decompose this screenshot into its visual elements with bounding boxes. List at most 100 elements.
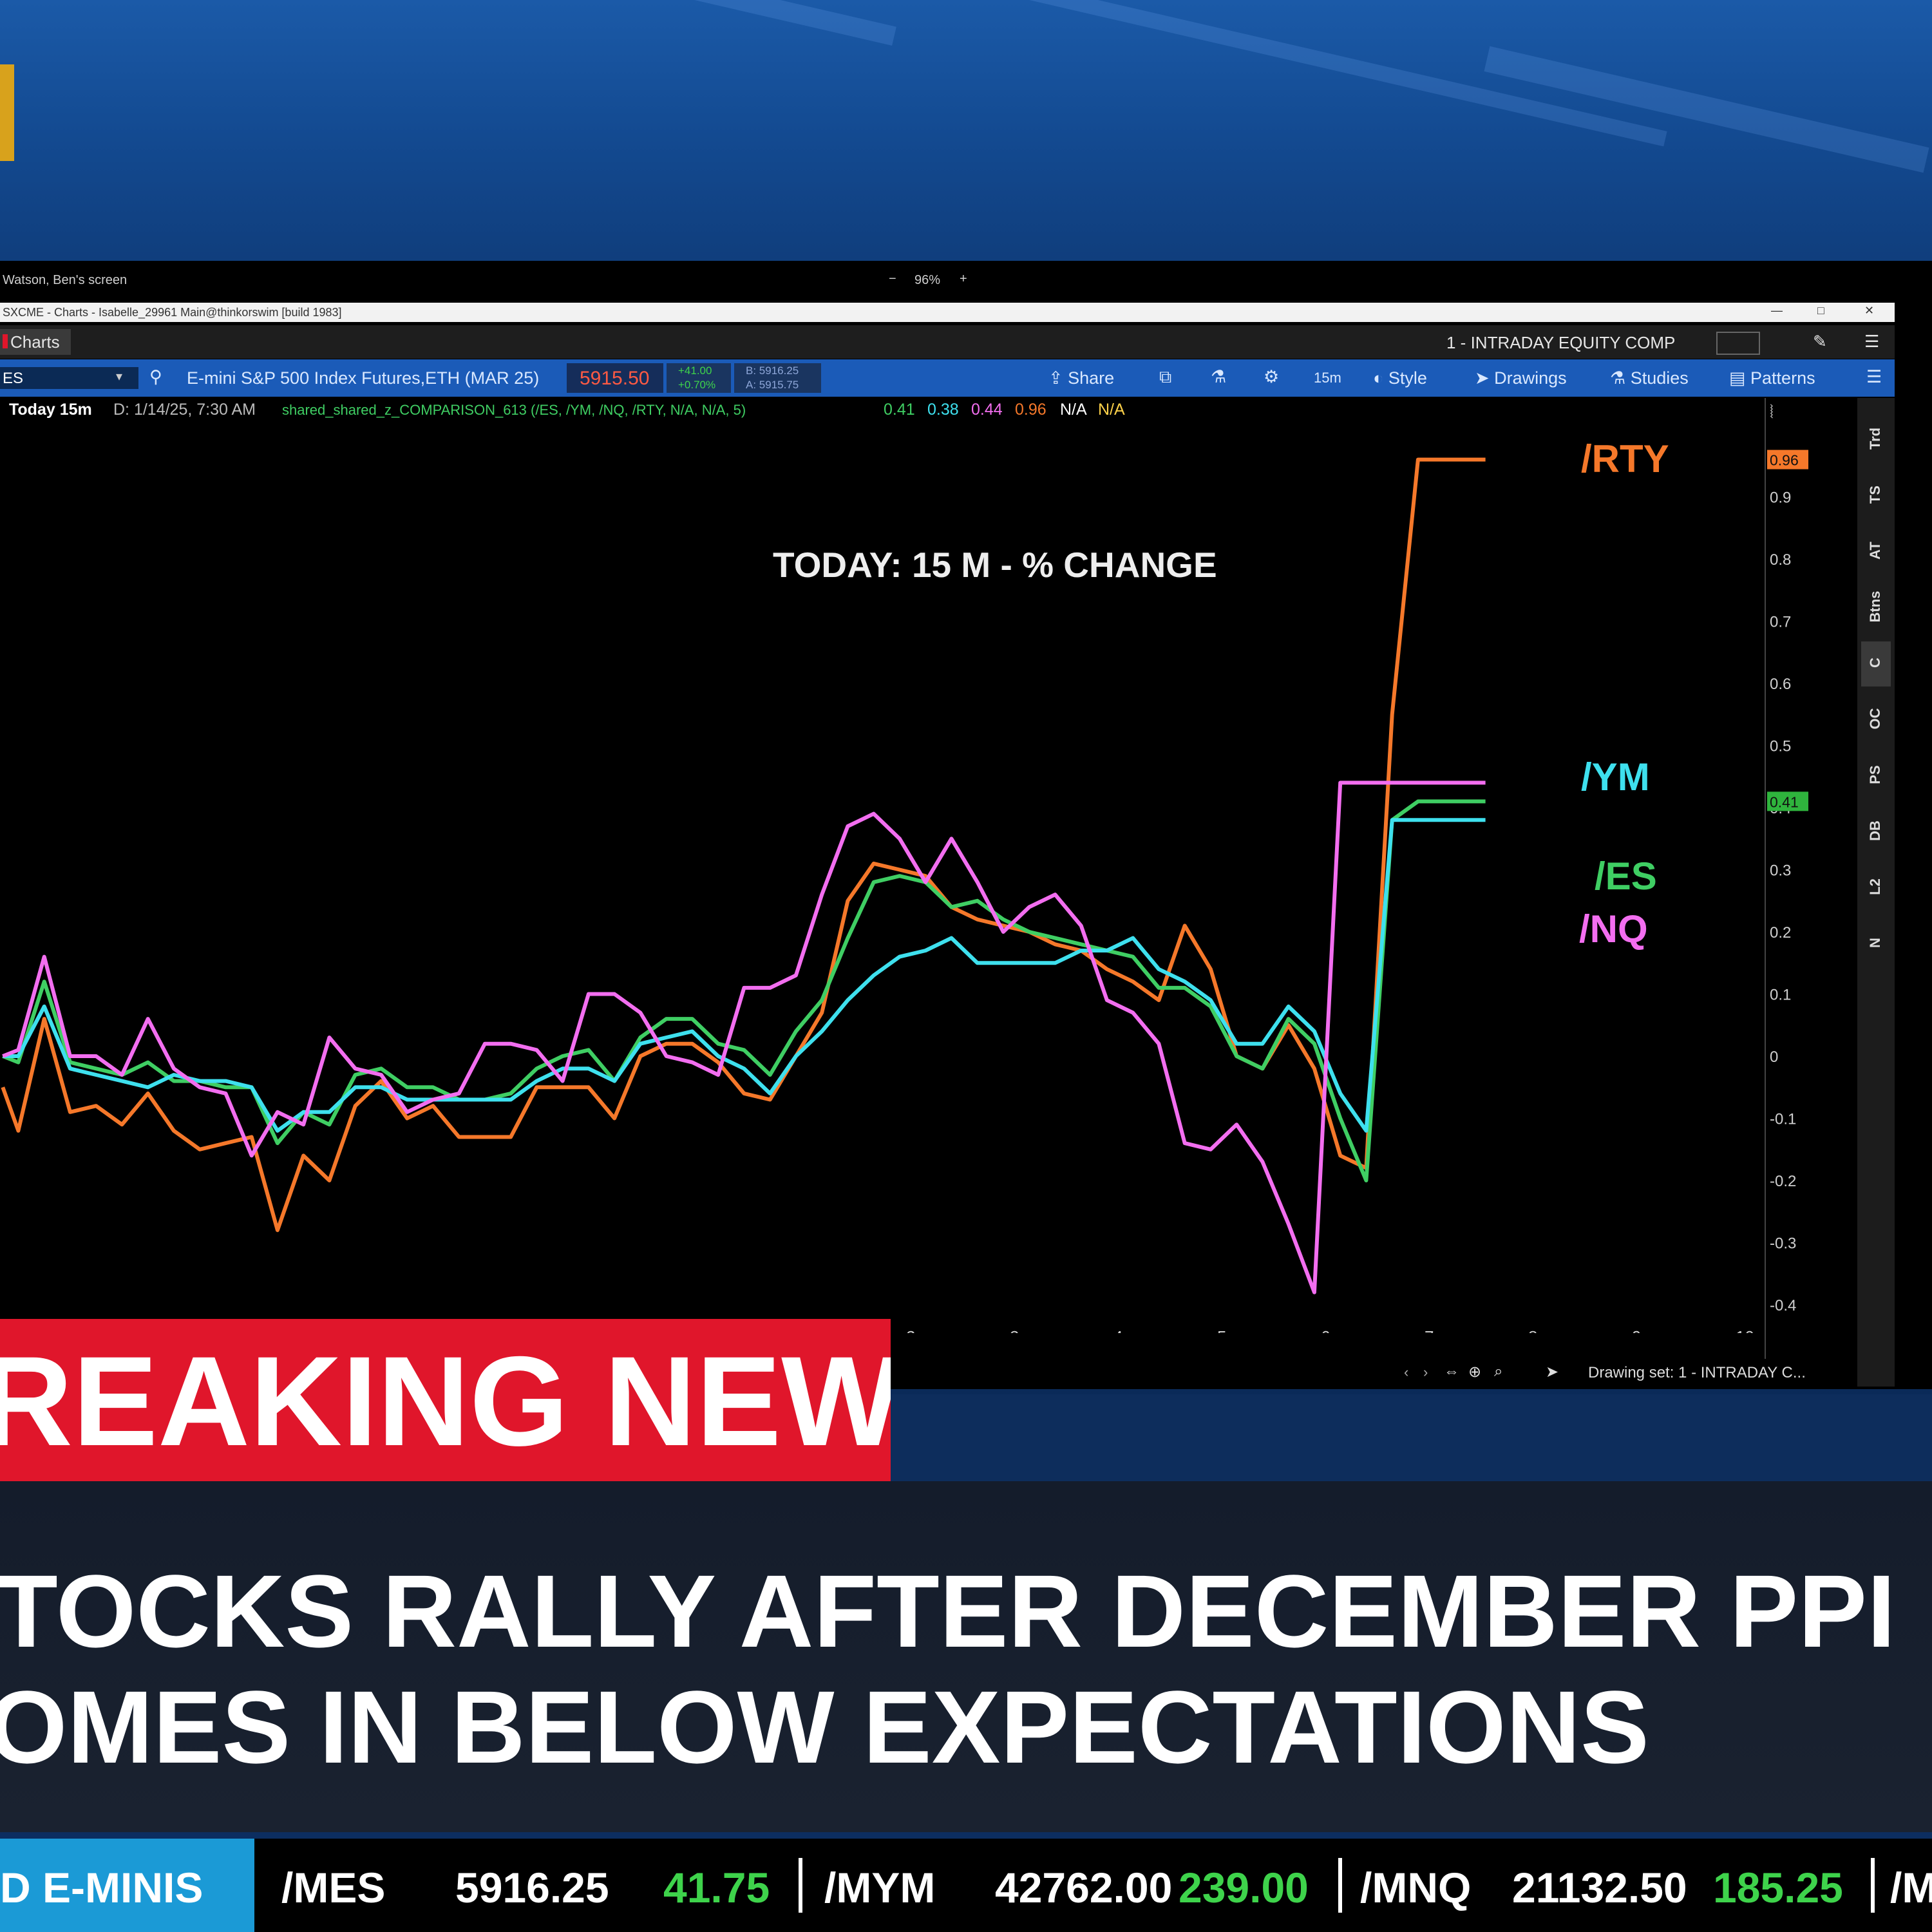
studies-button[interactable]: ⚗ Studies bbox=[1610, 368, 1689, 388]
chart-info-bar: Today 15m D: 1/14/25, 7:30 AM shared_sha… bbox=[0, 398, 1765, 424]
y-tick-label: 0.2 bbox=[1770, 924, 1791, 942]
patterns-button[interactable]: ▤ Patterns bbox=[1729, 368, 1815, 388]
side-tab-trd[interactable]: Trd bbox=[1861, 417, 1891, 462]
study-value-na-2: N/A bbox=[1098, 401, 1125, 419]
close-button[interactable]: ✕ bbox=[1864, 304, 1875, 317]
side-tab-db[interactable]: DB bbox=[1861, 810, 1891, 855]
menu-icon[interactable]: ☰ bbox=[1864, 332, 1880, 351]
study-value-es: 0.41 bbox=[884, 401, 915, 419]
expand-icon[interactable]: ⇔ bbox=[1444, 1363, 1459, 1380]
ticker-price: 42762.00 bbox=[995, 1864, 1173, 1911]
side-tab-l2[interactable]: L2 bbox=[1861, 866, 1891, 911]
y-tick-label: 0.5 bbox=[1770, 738, 1791, 755]
series-label-nq: /NQ bbox=[1579, 907, 1648, 951]
zoom-icon[interactable]: ⌕ bbox=[1494, 1363, 1503, 1380]
zoom-level: 96% bbox=[914, 273, 941, 287]
chevron-down-icon[interactable]: ▾ bbox=[116, 370, 123, 384]
side-tab-label: DB bbox=[1867, 820, 1883, 841]
maximize-button[interactable]: □ bbox=[1817, 304, 1824, 317]
cursor-icon: ➤ bbox=[1475, 368, 1490, 388]
headline-panel: TOCKS RALLY AFTER DECEMBER PPI OMES IN B… bbox=[0, 1481, 1932, 1832]
series-line-ym bbox=[3, 818, 1486, 1133]
series-label-es: /ES bbox=[1595, 855, 1657, 898]
share-icon: ⇪ bbox=[1048, 368, 1063, 388]
side-tab-label: Trd bbox=[1867, 427, 1883, 450]
price-axis[interactable]: 0.90.80.70.60.50.40.30.20.10-0.1-0.2-0.3… bbox=[1765, 398, 1859, 1387]
x-tick-label: 4 bbox=[1113, 1327, 1122, 1333]
zoom-in-button[interactable]: + bbox=[960, 272, 967, 286]
chart-plot-area[interactable]: 2 3 4 5 6 7 8 9 10 TODAY: 15 M - % CHANGE /RTY /… bbox=[0, 425, 1765, 1333]
scroll-left-icon[interactable]: ‹ bbox=[1404, 1364, 1409, 1380]
y-tick-label: 0.1 bbox=[1770, 987, 1791, 1004]
symbol-value: ES bbox=[3, 370, 24, 387]
drawings-button[interactable]: ➤ Drawings bbox=[1475, 368, 1567, 388]
x-tick-label: 7 bbox=[1425, 1327, 1434, 1333]
link-icon[interactable]: ⚲ bbox=[149, 367, 162, 386]
side-tab-ps[interactable]: PS bbox=[1861, 753, 1891, 799]
side-tab-label: L2 bbox=[1867, 878, 1883, 895]
side-tab-oc[interactable]: OC bbox=[1861, 697, 1891, 743]
y-tick-label: 0.7 bbox=[1770, 614, 1791, 631]
workspace-name[interactable]: 1 - INTRADAY EQUITY COMP bbox=[1446, 333, 1676, 352]
gear-icon[interactable]: ⚙ bbox=[1264, 367, 1280, 386]
drawing-set[interactable]: Drawing set: 1 - INTRADAY C... bbox=[1588, 1364, 1806, 1381]
zoom-out-button[interactable]: − bbox=[889, 272, 896, 286]
side-tab-c[interactable]: C bbox=[1861, 641, 1891, 687]
crosshair-icon[interactable]: ⊕ bbox=[1468, 1363, 1482, 1381]
style-icon: ◐ bbox=[1373, 368, 1384, 388]
price-axis-ticks: 0.90.80.70.60.50.40.30.20.10-0.1-0.2-0.3… bbox=[1767, 450, 1808, 1314]
side-tab-at[interactable]: AT bbox=[1861, 529, 1891, 574]
y-tick-label: 0.6 bbox=[1770, 676, 1791, 693]
series-label-ym: /YM bbox=[1581, 755, 1650, 799]
headline-line-2: OMES IN BELOW EXPECTATIONS bbox=[0, 1669, 1649, 1785]
x-tick-label: 2 bbox=[906, 1327, 915, 1333]
instrument-name: E-mini S&P 500 Index Futures,ETH (MAR 25… bbox=[187, 368, 540, 388]
price-label-bg bbox=[1767, 791, 1808, 811]
x-tick-label: 3 bbox=[1010, 1327, 1019, 1333]
side-tab-label: Btns bbox=[1867, 591, 1883, 623]
drawings-label: Drawings bbox=[1494, 368, 1567, 388]
price-label: 0.96 bbox=[1770, 452, 1799, 469]
ticker-divider bbox=[1338, 1858, 1342, 1913]
chart-title: TODAY: 15 M - % CHANGE bbox=[773, 545, 1217, 585]
toolbar-menu-icon[interactable]: ☰ bbox=[1866, 367, 1882, 386]
ask: A: 5915.75 bbox=[746, 379, 799, 391]
ticker-change: 239.00 bbox=[1179, 1864, 1309, 1911]
tab-indicator-icon bbox=[3, 334, 8, 348]
symbol-input[interactable]: ES ▾ bbox=[0, 367, 138, 389]
ticker-change: 41.75 bbox=[663, 1864, 770, 1911]
share-button[interactable]: ⇪ Share bbox=[1048, 368, 1114, 388]
tab-charts[interactable]: Charts bbox=[0, 329, 71, 355]
timeframe-button[interactable]: 15m bbox=[1314, 370, 1341, 386]
scroll-right-icon[interactable]: › bbox=[1423, 1364, 1428, 1380]
side-tab-label: TS bbox=[1867, 485, 1883, 504]
patterns-icon: ▤ bbox=[1729, 368, 1746, 388]
link-box[interactable] bbox=[1716, 332, 1760, 355]
side-tab-label: C bbox=[1867, 658, 1883, 668]
study-name: shared_shared_z_COMPARISON_613 (/ES, /YM… bbox=[282, 402, 746, 418]
price-label-bg bbox=[1767, 450, 1808, 469]
pointer-icon[interactable]: ➤ bbox=[1546, 1363, 1559, 1381]
detach-icon[interactable]: ⧉ bbox=[1159, 367, 1172, 386]
ticker-label: D E-MINIS bbox=[0, 1864, 204, 1911]
y-tick-label: -0.1 bbox=[1770, 1111, 1796, 1128]
side-tab-btns[interactable]: Btns bbox=[1861, 585, 1891, 630]
tab-charts-label: Charts bbox=[10, 332, 60, 352]
x-tick-label: 5 bbox=[1217, 1327, 1226, 1333]
axis-scale-icon[interactable]: ⦚ bbox=[1770, 402, 1774, 422]
last-price: 5915.50 bbox=[580, 368, 650, 389]
side-tab-n[interactable]: N bbox=[1861, 922, 1891, 967]
patterns-label: Patterns bbox=[1750, 368, 1815, 388]
minimize-button[interactable]: — bbox=[1771, 304, 1783, 317]
flask-icon[interactable]: ⚗ bbox=[1211, 367, 1227, 386]
network-logo-edge bbox=[0, 64, 14, 161]
side-tab-label: N bbox=[1867, 938, 1883, 948]
chart-status-bar: ‹ › ⇔ ⊕ ⌕ ➤ Drawing set: 1 - INTRADAY C.… bbox=[889, 1359, 1857, 1387]
pin-icon[interactable]: ✎ bbox=[1813, 332, 1827, 351]
style-button[interactable]: ◐ Style bbox=[1373, 368, 1427, 388]
y-tick-label: 0 bbox=[1770, 1048, 1778, 1066]
app-title-bar: SXCME - Charts - Isabelle_29961 Main@thi… bbox=[0, 303, 1895, 322]
share-label: Share bbox=[1068, 368, 1115, 388]
side-tab-ts[interactable]: TS bbox=[1861, 473, 1891, 518]
ticker-divider bbox=[799, 1858, 802, 1913]
